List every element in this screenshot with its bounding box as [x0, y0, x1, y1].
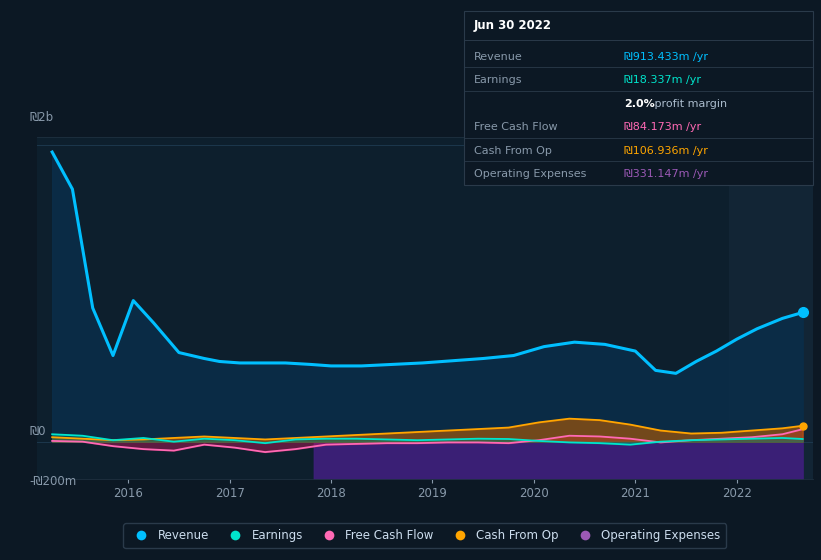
Text: Operating Expenses: Operating Expenses	[474, 169, 586, 179]
Text: Cash From Op: Cash From Op	[474, 146, 552, 156]
Text: ₪84.173m /yr: ₪84.173m /yr	[624, 122, 701, 132]
Text: Jun 30 2022: Jun 30 2022	[474, 19, 552, 32]
Legend: Revenue, Earnings, Free Cash Flow, Cash From Op, Operating Expenses: Revenue, Earnings, Free Cash Flow, Cash …	[123, 523, 727, 548]
Bar	[728, 137, 813, 479]
Text: ₪2b: ₪2b	[30, 110, 53, 124]
Text: profit margin: profit margin	[651, 99, 727, 109]
Text: 2.0%: 2.0%	[624, 99, 654, 109]
Text: -₪200m: -₪200m	[30, 475, 76, 488]
Text: ₪0: ₪0	[30, 425, 46, 438]
Text: ₪106.936m /yr: ₪106.936m /yr	[624, 146, 708, 156]
Text: ₪18.337m /yr: ₪18.337m /yr	[624, 75, 701, 85]
Text: ₪331.147m /yr: ₪331.147m /yr	[624, 169, 708, 179]
Text: Free Cash Flow: Free Cash Flow	[474, 122, 557, 132]
Text: ₪913.433m /yr: ₪913.433m /yr	[624, 52, 708, 62]
Text: Revenue: Revenue	[474, 52, 522, 62]
Text: Earnings: Earnings	[474, 75, 522, 85]
